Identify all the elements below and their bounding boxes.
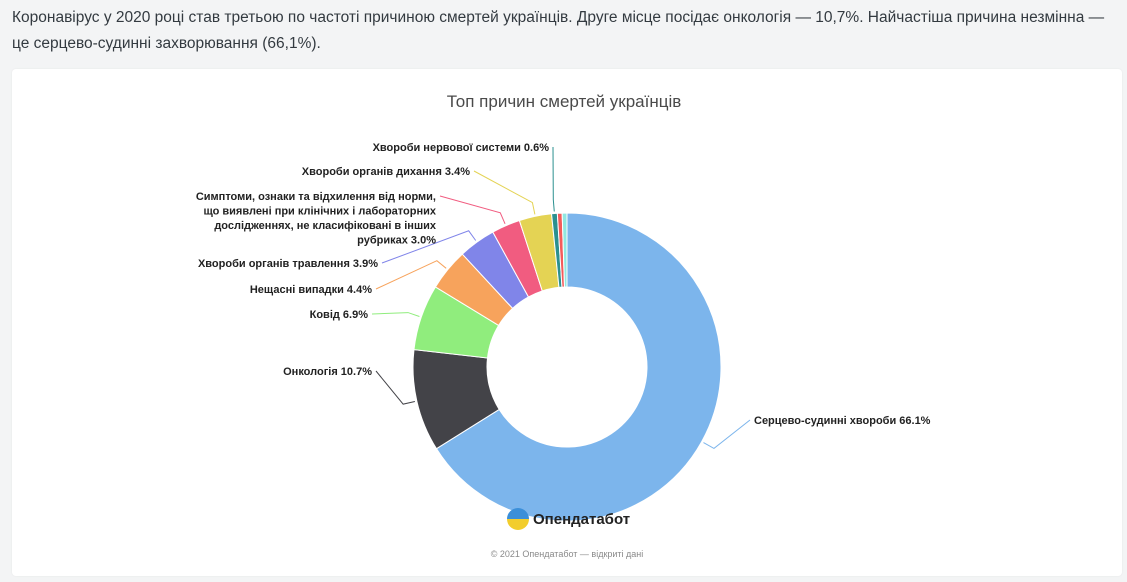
label-connector-1 <box>375 370 415 405</box>
donut-chart: Топ причин смертей українців Серцево-суд… <box>196 92 931 559</box>
label-connector-4 <box>381 230 477 264</box>
data-label-7: Хвороби нервової системи 0.6% <box>373 142 550 154</box>
label-connector-0 <box>703 419 751 449</box>
brand-name[interactable]: Опендатабот <box>533 511 630 528</box>
label-connector-5 <box>439 195 506 225</box>
chart-card: Топ причин смертей українців Серцево-суд… <box>12 69 1122 576</box>
chart-title: Топ причин смертей українців <box>447 92 682 111</box>
data-label-6: Хвороби органів дихання 3.4% <box>302 166 470 178</box>
label-connector-3 <box>375 260 447 290</box>
data-label-1: Онкологія 10.7% <box>283 366 372 378</box>
label-connector-6 <box>473 170 536 215</box>
opendatabot-logo-icon[interactable] <box>507 508 529 530</box>
slice-0[interactable] <box>435 212 722 522</box>
label-connector-2 <box>371 312 420 317</box>
label-connectors <box>371 146 751 449</box>
data-labels: Серцево-судинні хвороби 66.1% Онкологія 1… <box>196 142 931 427</box>
credit-text: © 2021 Опендатабот — відкриті дані <box>491 549 644 559</box>
label-connector-7 <box>552 146 555 212</box>
donut-slices <box>412 212 722 522</box>
data-label-0: Серцево-судинні хвороби 66.1% <box>754 415 931 427</box>
slice-other-9[interactable] <box>561 212 568 288</box>
data-label-5: Симптоми, ознаки та відхилення від норми… <box>196 191 437 247</box>
intro-text: Коронавірус у 2020 році став третьою по … <box>12 9 1105 52</box>
data-label-2: Ковід 6.9% <box>310 309 369 321</box>
data-label-4: Хвороби органів травлення 3.9% <box>198 258 378 270</box>
data-label-3: Нещасні випадки 4.4% <box>250 284 372 296</box>
